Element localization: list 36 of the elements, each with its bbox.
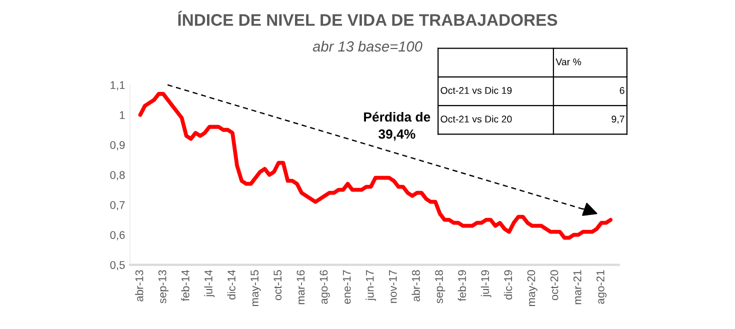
x-tick-label: ago-21 — [596, 270, 607, 304]
text: 6 — [620, 87, 624, 94]
annotation: 9,7 — [612, 116, 624, 124]
annotation: Pérdida de 39,4% — [364, 112, 430, 141]
x-tick-label: dic-19 — [504, 270, 512, 300]
y-tick-label: 0,5 — [110, 261, 125, 270]
y-tick-label: 0,9 — [110, 141, 125, 150]
x-tick-label: ago-16 — [320, 270, 330, 304]
x-tick-label: oct-15 — [274, 270, 282, 300]
y-tick-label: 0,6 — [110, 231, 125, 240]
x-tick-label: oct-20 — [550, 270, 558, 300]
x-tick-label: feb-14 — [181, 270, 190, 302]
y-tick-label: 0,7 — [110, 201, 125, 210]
x-tick-label: mar-16 — [296, 270, 305, 304]
y-tick-label: 1,1 — [110, 81, 125, 90]
x-tick-label: jul-14 — [204, 270, 215, 298]
x-tick-label: jul-19 — [480, 270, 492, 298]
x-tick-label: may-15 — [250, 270, 261, 306]
x-tick-label: jun-17 — [366, 270, 376, 301]
x-tick-label: ene-17 — [342, 270, 351, 304]
x-tick-label: sep-13 — [158, 270, 168, 304]
x-tick-label: may-20 — [527, 270, 538, 306]
x-tick-label: feb-19 — [458, 270, 466, 302]
annotation: Oct-21 vs Dic 20 — [440, 115, 512, 123]
x-tick-label: sep-18 — [435, 270, 446, 304]
x-tick-label: abr-18 — [412, 270, 420, 302]
text: Var % — [556, 58, 582, 66]
y-tick-label: 1 — [120, 111, 125, 119]
x-tick-label: dic-14 — [227, 270, 236, 300]
chart-title: ÍNDICE DE NIVEL DE VIDA DE TRABAJADORES — [178, 10, 558, 26]
y-tick-label: 0,8 — [110, 171, 125, 180]
x-tick-label: mar-21 — [573, 270, 582, 304]
x-tick-label: abr-13 — [135, 270, 144, 302]
chart-subtitle: abr 13 base=100 — [312, 40, 422, 52]
x-tick-label: nov-17 — [389, 270, 397, 303]
annotation: Oct-21 vs Dic 19 — [440, 86, 512, 94]
